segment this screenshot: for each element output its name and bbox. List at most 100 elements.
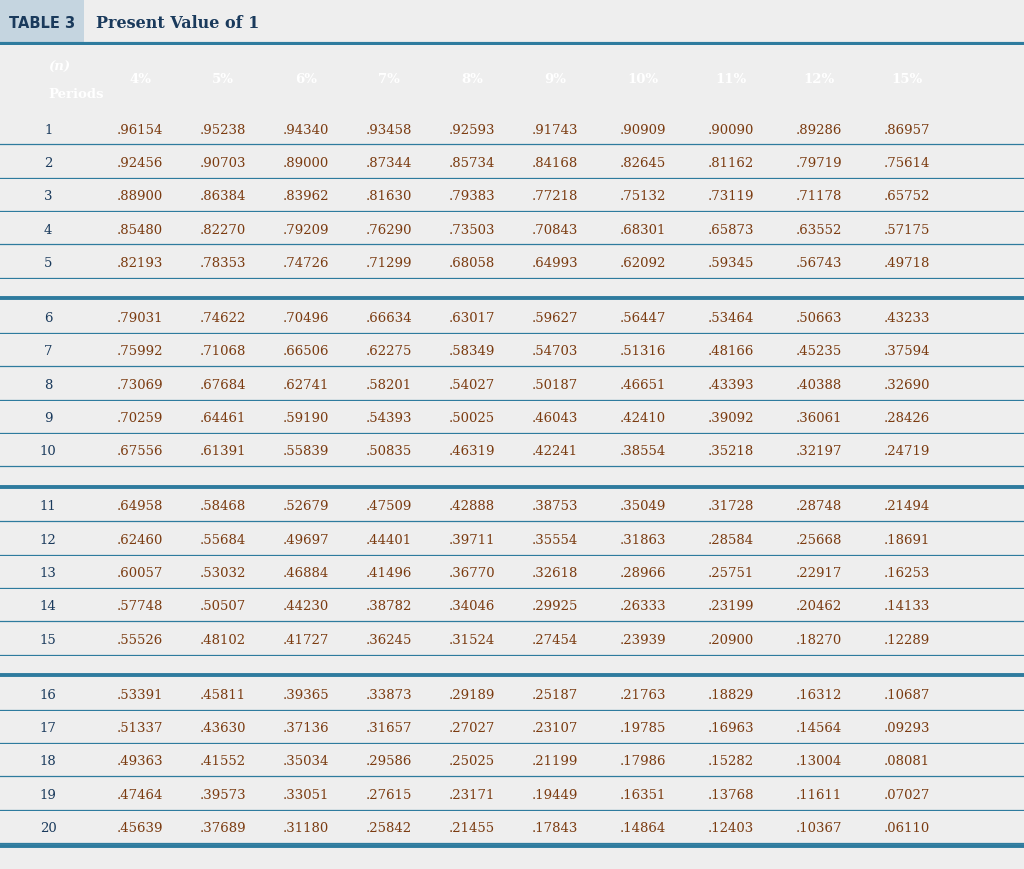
Text: 12: 12 (40, 534, 56, 546)
Text: .66506: .66506 (283, 345, 330, 358)
Text: .31728: .31728 (708, 500, 755, 513)
Text: .23107: .23107 (531, 721, 579, 734)
Text: .62275: .62275 (366, 345, 413, 358)
Text: .56743: .56743 (796, 256, 843, 269)
Text: .71178: .71178 (796, 190, 843, 203)
Text: 5%: 5% (212, 73, 234, 86)
Text: .29586: .29586 (366, 754, 413, 767)
Text: 6%: 6% (295, 73, 317, 86)
Text: .50025: .50025 (449, 412, 496, 425)
Text: .79031: .79031 (117, 312, 164, 325)
Text: .53032: .53032 (200, 567, 247, 580)
Text: .29925: .29925 (531, 600, 579, 613)
Text: .27615: .27615 (366, 788, 413, 801)
Text: .31524: .31524 (449, 633, 496, 646)
Text: .23199: .23199 (708, 600, 755, 613)
Text: .22917: .22917 (796, 567, 843, 580)
Text: .46884: .46884 (283, 567, 330, 580)
Text: .28426: .28426 (884, 412, 931, 425)
Text: .35049: .35049 (620, 500, 667, 513)
Text: .27027: .27027 (449, 721, 496, 734)
Text: .48102: .48102 (200, 633, 247, 646)
Text: 19: 19 (40, 788, 56, 801)
Text: .57175: .57175 (884, 223, 931, 236)
Text: 1: 1 (44, 123, 52, 136)
Text: 9: 9 (44, 412, 52, 425)
Text: .43630: .43630 (200, 721, 247, 734)
Text: .79383: .79383 (449, 190, 496, 203)
Text: 12%: 12% (804, 73, 835, 86)
Text: .45235: .45235 (796, 345, 843, 358)
Text: .24719: .24719 (884, 445, 931, 458)
Text: .91743: .91743 (531, 123, 579, 136)
Text: 2: 2 (44, 156, 52, 169)
Text: .06110: .06110 (884, 821, 931, 834)
Text: .16253: .16253 (884, 567, 931, 580)
Text: .68301: .68301 (620, 223, 667, 236)
Text: .63017: .63017 (449, 312, 496, 325)
Text: .45811: .45811 (200, 688, 247, 701)
Text: .48166: .48166 (708, 345, 755, 358)
Text: 7: 7 (44, 345, 52, 358)
Text: 3: 3 (44, 190, 52, 203)
Text: .88900: .88900 (117, 190, 164, 203)
Text: .40388: .40388 (796, 378, 843, 391)
Text: .53464: .53464 (708, 312, 755, 325)
Text: .64958: .64958 (117, 500, 164, 513)
Text: .59627: .59627 (531, 312, 579, 325)
Text: .21455: .21455 (449, 821, 496, 834)
Text: 15: 15 (40, 633, 56, 646)
Text: .64461: .64461 (200, 412, 247, 425)
Text: .94340: .94340 (283, 123, 330, 136)
Text: .32197: .32197 (796, 445, 843, 458)
Text: .41552: .41552 (200, 754, 247, 767)
Text: .39365: .39365 (283, 688, 330, 701)
Text: 4%: 4% (129, 73, 152, 86)
Text: .14133: .14133 (884, 600, 931, 613)
Text: .15282: .15282 (708, 754, 755, 767)
Text: .73069: .73069 (117, 378, 164, 391)
Text: .19785: .19785 (620, 721, 667, 734)
Text: 6: 6 (44, 312, 52, 325)
Text: .62460: .62460 (117, 534, 164, 546)
Text: .49697: .49697 (283, 534, 330, 546)
Text: .50187: .50187 (531, 378, 579, 391)
Text: .28966: .28966 (620, 567, 667, 580)
Text: .32690: .32690 (884, 378, 931, 391)
Text: .85734: .85734 (449, 156, 496, 169)
Text: .71068: .71068 (200, 345, 247, 358)
Text: .32618: .32618 (531, 567, 579, 580)
Text: 9%: 9% (544, 73, 566, 86)
Text: 17: 17 (40, 721, 56, 734)
Text: .47464: .47464 (117, 788, 164, 801)
Text: .54393: .54393 (366, 412, 413, 425)
Text: .31863: .31863 (620, 534, 667, 546)
Text: .34046: .34046 (449, 600, 496, 613)
Text: Present Value of 1: Present Value of 1 (96, 15, 260, 31)
Text: .28584: .28584 (708, 534, 755, 546)
Text: .49363: .49363 (117, 754, 164, 767)
Text: .31180: .31180 (283, 821, 330, 834)
Text: .73503: .73503 (449, 223, 496, 236)
Text: 5: 5 (44, 256, 52, 269)
Text: .89286: .89286 (796, 123, 843, 136)
Text: .58201: .58201 (366, 378, 413, 391)
Text: .37689: .37689 (200, 821, 247, 834)
Text: .65752: .65752 (884, 190, 931, 203)
Text: TABLE 3: TABLE 3 (9, 16, 75, 30)
Text: .36770: .36770 (449, 567, 496, 580)
Text: .73119: .73119 (708, 190, 755, 203)
Text: .27454: .27454 (531, 633, 579, 646)
Text: .55526: .55526 (117, 633, 164, 646)
Text: .76290: .76290 (366, 223, 413, 236)
Text: 13: 13 (40, 567, 56, 580)
Text: .75992: .75992 (117, 345, 164, 358)
Text: .82645: .82645 (620, 156, 667, 169)
Text: .28748: .28748 (796, 500, 843, 513)
Text: .61391: .61391 (200, 445, 247, 458)
Text: 16: 16 (40, 688, 56, 701)
Text: .58349: .58349 (449, 345, 496, 358)
Text: .79719: .79719 (796, 156, 843, 169)
Text: .20462: .20462 (796, 600, 843, 613)
Text: .62092: .62092 (620, 256, 667, 269)
